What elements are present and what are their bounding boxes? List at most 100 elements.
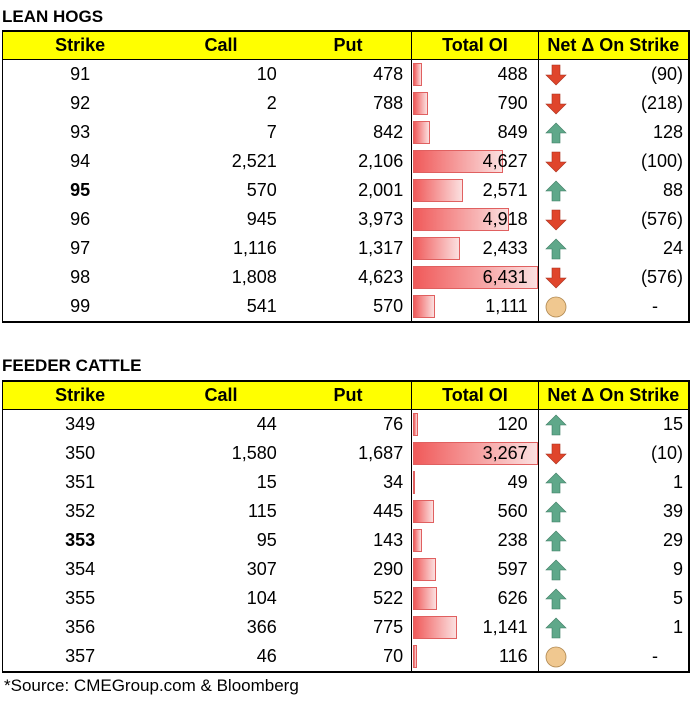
section-title: FEEDER CATTLE: [2, 356, 142, 375]
table-row: 98 1,808 4,623 6,431 (576): [3, 263, 688, 292]
put-cell: 445: [285, 497, 413, 526]
total-oi-cell: 120: [412, 410, 539, 439]
strike-cell: 91: [70, 64, 91, 84]
put-cell: 570: [285, 292, 413, 321]
total-oi-value: 1,141: [482, 617, 528, 637]
table-row: 95 570 2,001 2,571 88: [3, 176, 688, 205]
call-cell: 570: [246, 180, 277, 200]
strike-cell: 349: [65, 414, 96, 434]
table-row: 351 15 34 49 1: [3, 468, 688, 497]
strike-cell: 98: [70, 267, 91, 287]
put-cell: 290: [285, 555, 413, 584]
net-delta-value: (218): [640, 93, 683, 113]
put-header: Put: [285, 32, 413, 59]
section-title: LEAN HOGS: [2, 7, 104, 26]
net-delta-cell: (576): [539, 205, 688, 234]
oi-data-bar: [413, 442, 539, 465]
table-row: 350 1,580 1,687 3,267 (10): [3, 439, 688, 468]
total-oi-value: 790: [497, 93, 528, 113]
oi-data-bar: [413, 645, 418, 668]
net-delta-value: (10): [650, 443, 683, 463]
table-row: 97 1,116 1,317 2,433 24: [3, 234, 688, 263]
net-delta-value: 128: [652, 122, 683, 142]
total-oi-cell: 6,431: [412, 263, 539, 292]
total-oi-cell: 4,627: [412, 147, 539, 176]
table-row: 93 7 842 849 128: [3, 118, 688, 147]
put-cell: 143: [285, 526, 413, 555]
table-row: 354 307 290 597 9: [3, 555, 688, 584]
put-cell: 34: [285, 468, 413, 497]
oi-data-bar: [413, 500, 435, 523]
oi-data-bar: [413, 150, 504, 173]
total-oi-value: 238: [497, 530, 528, 550]
total-oi-cell: 4,918: [412, 205, 539, 234]
call-cell: 46: [256, 646, 277, 666]
total-oi-value: 6,431: [482, 267, 528, 287]
arrow-up-icon: [544, 617, 567, 639]
table-row: 356 366 775 1,141 1: [3, 613, 688, 642]
net-delta-value: 15: [662, 414, 683, 434]
total-oi-cell: 116: [412, 642, 539, 671]
call-header: Call: [204, 35, 238, 55]
strike-cell: 97: [70, 238, 91, 258]
net-delta-cell: 1: [539, 613, 688, 642]
net-delta-value: 9: [672, 559, 683, 579]
table-row: 91 10 478 488 (90): [3, 60, 688, 89]
net-delta-cell: 9: [539, 555, 688, 584]
circle-icon: [545, 646, 567, 668]
arrow-up-icon: [544, 180, 567, 202]
net-delta-cell: (100): [539, 147, 688, 176]
table-row: 99 541 570 1,111 -: [3, 292, 688, 321]
put-cell: 775: [285, 613, 413, 642]
call-cell: 1,808: [231, 267, 277, 287]
oi-data-bar: [413, 295, 436, 318]
oi-data-bar: [413, 121, 431, 144]
call-cell: 10: [256, 64, 277, 84]
arrow-down-icon: [544, 209, 567, 231]
table-row: 349 44 76 120 15: [3, 410, 688, 439]
total-oi-value: 849: [497, 122, 528, 142]
oi-data-bar: [413, 266, 539, 289]
put-cell: 3,973: [285, 205, 413, 234]
net-delta-value: 88: [662, 180, 683, 200]
strike-cell: 355: [65, 588, 96, 608]
total-oi-cell: 2,571: [412, 176, 539, 205]
net-delta-cell: 39: [539, 497, 688, 526]
call-cell: 1,580: [231, 443, 277, 463]
arrow-up-icon: [544, 472, 567, 494]
oi-data-bar: [413, 63, 423, 86]
arrow-up-icon: [544, 559, 567, 581]
total-oi-cell: 790: [412, 89, 539, 118]
total-oi-value: 488: [497, 64, 528, 84]
strike-cell: 353: [65, 530, 96, 550]
net-delta-cell: (218): [539, 89, 688, 118]
strike-cell: 357: [65, 646, 96, 666]
net-delta-cell: 24: [539, 234, 688, 263]
table-header-row: Strike Call Put Total OI Net Δ On Strike: [3, 30, 688, 60]
table-header-row: Strike Call Put Total OI Net Δ On Strike: [3, 380, 688, 410]
net-delta-value: (90): [650, 64, 683, 84]
total-oi-value: 4,918: [482, 209, 528, 229]
total-oi-cell: 1,111: [412, 292, 539, 321]
oi-data-bar: [413, 587, 438, 610]
total-oi-value: 3,267: [482, 443, 528, 463]
oi-data-bar: [413, 237, 461, 260]
strike-cell: 354: [65, 559, 96, 579]
strike-cell: 93: [70, 122, 91, 142]
call-cell: 104: [246, 588, 277, 608]
oi-table: Strike Call Put Total OI Net Δ On Strike 91 10…: [2, 30, 690, 323]
total-oi-cell: 2,433: [412, 234, 539, 263]
call-cell: 44: [256, 414, 277, 434]
total-oi-cell: 238: [412, 526, 539, 555]
net-delta-cell: (90): [539, 60, 688, 89]
net-delta-value: -: [652, 646, 658, 666]
total-oi-value: 597: [497, 559, 528, 579]
table-row: 96 945 3,973 4,918 (576): [3, 205, 688, 234]
net-delta-header: Net Δ On Strike: [547, 385, 680, 405]
total-oi-cell: 1,141: [412, 613, 539, 642]
call-cell: 1,116: [233, 238, 277, 258]
total-oi-cell: 597: [412, 555, 539, 584]
strike-header: Strike: [55, 35, 106, 55]
oi-data-bar: [413, 179, 464, 202]
put-cell: 2,001: [285, 176, 413, 205]
